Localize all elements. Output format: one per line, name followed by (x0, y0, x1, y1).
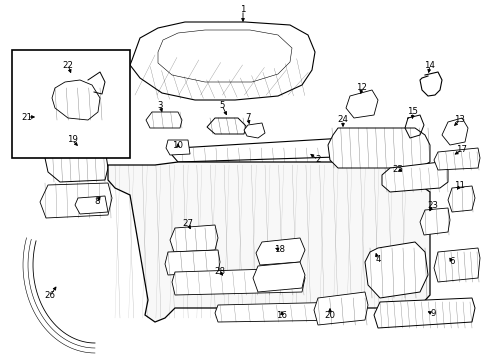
Text: 3: 3 (157, 100, 163, 109)
Polygon shape (215, 302, 349, 322)
Polygon shape (433, 148, 479, 170)
Text: 11: 11 (453, 181, 465, 190)
Text: 20: 20 (324, 311, 335, 320)
Polygon shape (165, 140, 190, 155)
Text: 25: 25 (392, 165, 403, 174)
Text: 19: 19 (66, 135, 77, 144)
Polygon shape (381, 162, 447, 192)
Polygon shape (419, 208, 449, 235)
Polygon shape (164, 250, 220, 275)
Text: 2: 2 (315, 156, 320, 165)
Polygon shape (441, 118, 467, 145)
Polygon shape (158, 30, 291, 82)
Polygon shape (244, 123, 264, 138)
Polygon shape (170, 225, 218, 252)
Bar (12, 50, 130, 158)
Text: 26: 26 (44, 292, 55, 301)
Text: 28: 28 (214, 267, 225, 276)
Text: 13: 13 (453, 116, 465, 125)
Polygon shape (313, 292, 367, 325)
Text: 27: 27 (182, 220, 193, 229)
Text: 7: 7 (245, 113, 250, 122)
Polygon shape (75, 196, 108, 214)
Polygon shape (364, 242, 427, 298)
Text: 4: 4 (374, 256, 380, 265)
Text: 16: 16 (276, 311, 287, 320)
Text: 9: 9 (429, 310, 435, 319)
Text: 10: 10 (172, 140, 183, 149)
Polygon shape (346, 90, 377, 118)
Text: 18: 18 (274, 246, 285, 255)
Polygon shape (146, 112, 182, 128)
Text: 6: 6 (448, 257, 454, 266)
Polygon shape (447, 186, 474, 212)
Text: 21: 21 (21, 112, 32, 122)
Polygon shape (172, 135, 399, 162)
Text: 17: 17 (456, 145, 467, 154)
Polygon shape (327, 128, 429, 168)
Text: 23: 23 (427, 201, 438, 210)
Text: 22: 22 (62, 60, 73, 69)
Polygon shape (433, 248, 479, 282)
Polygon shape (40, 183, 112, 218)
Text: 8: 8 (94, 198, 100, 207)
Text: 24: 24 (337, 116, 348, 125)
Polygon shape (252, 262, 305, 292)
Text: 14: 14 (424, 60, 435, 69)
Polygon shape (256, 238, 305, 265)
Polygon shape (52, 80, 100, 120)
Polygon shape (130, 22, 314, 100)
Text: 12: 12 (356, 82, 367, 91)
Text: 15: 15 (407, 108, 418, 117)
Polygon shape (45, 138, 108, 182)
Polygon shape (373, 298, 474, 328)
Text: 5: 5 (219, 100, 224, 109)
Polygon shape (172, 268, 305, 295)
Polygon shape (206, 118, 245, 134)
Text: 1: 1 (240, 5, 245, 14)
Polygon shape (108, 162, 429, 322)
